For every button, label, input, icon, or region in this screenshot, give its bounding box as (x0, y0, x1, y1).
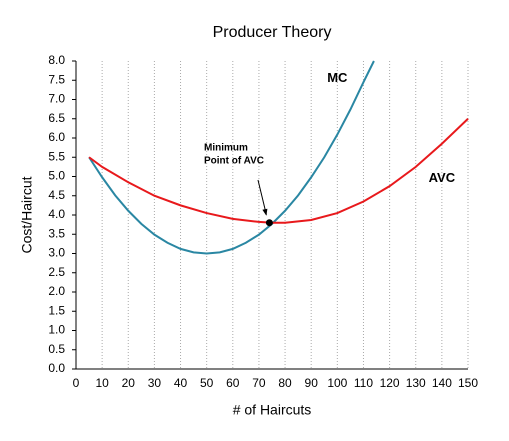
chart-title: Producer Theory (213, 24, 332, 41)
x-tick-label: 60 (226, 376, 240, 390)
annotation-text: Point of AVC (204, 156, 264, 167)
y-tick-label: 4.0 (48, 207, 65, 221)
x-tick-label: 50 (200, 376, 214, 390)
x-tick-label: 20 (122, 376, 136, 390)
x-tick-label: 10 (95, 376, 109, 390)
annotation-arrow (257, 179, 267, 215)
y-tick-label: 0.0 (48, 361, 65, 375)
y-tick-label: 2.5 (48, 265, 65, 279)
series-line (88, 118, 469, 224)
y-tick-label: 2.0 (48, 284, 65, 298)
x-tick-label: 70 (252, 376, 266, 390)
y-tick-label: 3.0 (48, 246, 65, 260)
x-axis-label: # of Haircuts (233, 402, 312, 418)
x-tick-label: 0 (73, 376, 80, 390)
y-tick-label: 6.0 (48, 130, 65, 144)
y-tick-label: 4.5 (48, 188, 65, 202)
y-tick-label: 6.5 (48, 111, 65, 125)
y-tick-label: 5.0 (48, 169, 65, 183)
y-tick-label: 1.0 (48, 323, 65, 337)
x-tick-label: 100 (327, 376, 347, 390)
x-tick-label: 120 (380, 376, 400, 390)
y-tick-label: 7.5 (48, 72, 65, 86)
y-axis-label: Cost/Haircut (19, 176, 35, 253)
x-tick-label: 80 (278, 376, 292, 390)
series-line (88, 60, 375, 255)
x-tick-label: 40 (174, 376, 188, 390)
series-label: AVC (429, 170, 456, 185)
y-tick-label: 0.5 (48, 342, 65, 356)
x-tick-label: 110 (354, 376, 373, 390)
series-label: MC (327, 70, 348, 85)
annotation-text: Minimum (204, 143, 248, 154)
y-tick-label: 8.0 (48, 53, 65, 67)
y-tick-label: 5.5 (48, 149, 65, 163)
y-tick-label: 3.5 (48, 226, 65, 240)
y-tick-label: 1.5 (48, 303, 65, 317)
x-tick-label: 90 (305, 376, 319, 390)
x-tick-label: 30 (148, 376, 162, 390)
x-tick-label: 130 (406, 376, 426, 390)
y-tick-label: 7.0 (48, 92, 65, 106)
x-tick-label: 150 (458, 376, 478, 390)
x-tick-label: 140 (432, 376, 452, 390)
annotation-point (265, 219, 273, 227)
arrow-head (262, 208, 268, 216)
